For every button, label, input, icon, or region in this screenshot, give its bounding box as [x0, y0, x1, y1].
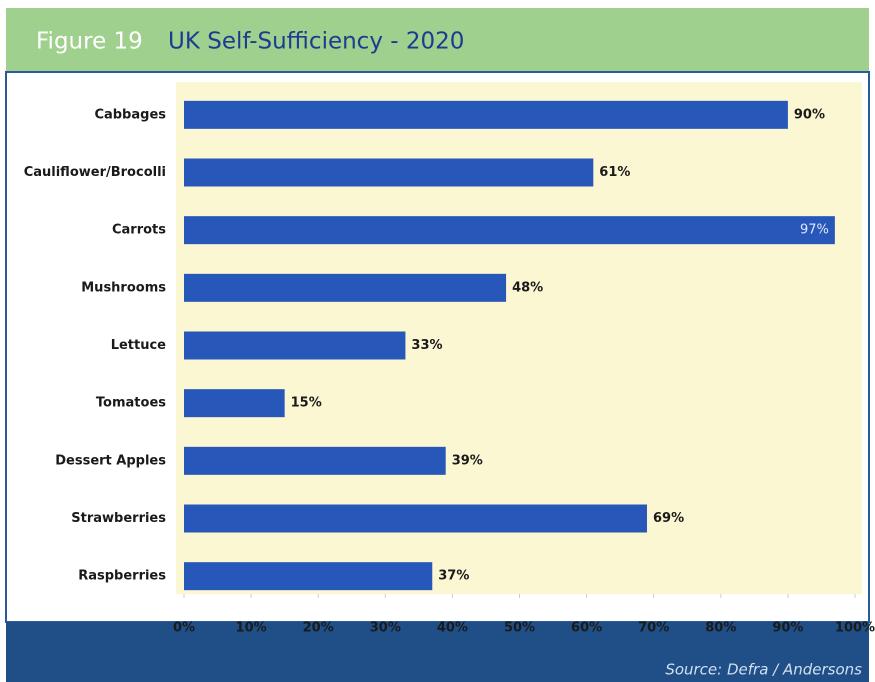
value-label: 33% — [411, 338, 442, 353]
value-label: 61% — [599, 165, 630, 180]
y-tick-label: Strawberries — [71, 511, 166, 526]
y-tick-label: Cabbages — [94, 107, 166, 122]
footer-band — [6, 622, 869, 682]
x-tick-label: 60% — [571, 621, 602, 636]
figure-label: Figure 19 — [36, 29, 143, 55]
bar — [184, 562, 433, 591]
x-tick-label: 50% — [504, 621, 535, 636]
bar — [184, 216, 835, 245]
x-tick-label: 90% — [772, 621, 803, 636]
value-label: 69% — [653, 511, 684, 526]
bar — [184, 446, 446, 475]
header-band — [6, 8, 869, 72]
y-tick-label: Tomatoes — [96, 396, 166, 411]
bar — [184, 389, 285, 418]
value-label: 90% — [794, 107, 825, 122]
bar — [184, 158, 594, 187]
value-label: 48% — [512, 280, 543, 295]
x-tick-label: 100% — [835, 621, 875, 636]
y-tick-label: Lettuce — [111, 338, 166, 353]
chart-title: UK Self-Sufficiency - 2020 — [168, 29, 464, 55]
x-tick-label: 70% — [638, 621, 669, 636]
value-label: 97% — [800, 223, 829, 238]
y-tick-label: Carrots — [112, 223, 166, 238]
x-tick-label: 20% — [303, 621, 334, 636]
y-tick-label: Dessert Apples — [55, 453, 166, 468]
source: Source: Defra / Andersons — [665, 661, 862, 679]
value-label: 15% — [291, 396, 322, 411]
value-label: 37% — [438, 569, 469, 584]
x-tick-label: 80% — [705, 621, 736, 636]
bar — [184, 100, 788, 129]
y-tick-label: Raspberries — [78, 569, 166, 584]
bar — [184, 331, 406, 360]
bar — [184, 273, 507, 302]
x-tick-label: 10% — [236, 621, 267, 636]
x-tick-label: 0% — [173, 621, 195, 636]
x-tick-label: 40% — [437, 621, 468, 636]
x-tick-label: 30% — [370, 621, 401, 636]
y-tick-label: Mushrooms — [81, 280, 166, 295]
y-tick-label: Cauliflower/Brocolli — [24, 165, 166, 180]
bar — [184, 504, 647, 533]
value-label: 39% — [452, 453, 483, 468]
